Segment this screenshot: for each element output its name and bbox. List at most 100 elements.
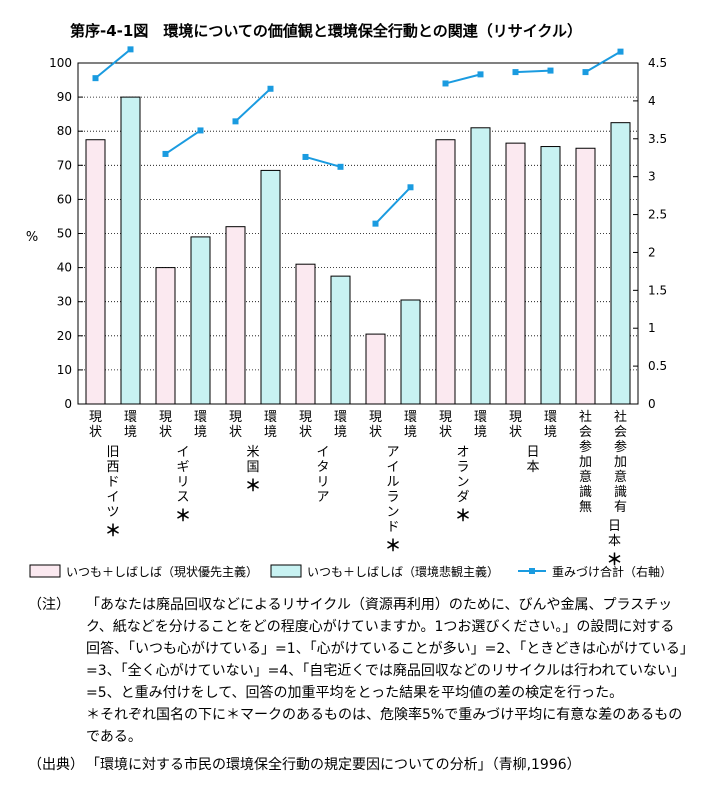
line-point: [372, 220, 379, 227]
line-point: [267, 85, 274, 92]
bar: [155, 267, 176, 405]
x-tick-label: 社会参加意識有: [614, 409, 627, 515]
bars: [85, 96, 631, 405]
x-tick-label: 現状: [509, 410, 522, 440]
bar: [505, 142, 526, 405]
x-tick-label: 環境: [334, 410, 347, 440]
bar: [365, 333, 386, 405]
y2-tick-label: 0: [648, 397, 656, 411]
x-tick-label: 環境: [264, 410, 277, 440]
y-tick-label: 80: [57, 124, 72, 138]
y-tick-label: 0: [64, 397, 72, 411]
bar: [330, 275, 351, 405]
legend: いつも＋しばしば（現状優先主義） いつも＋しばしば（環境悲観主義） 重みづけ合計（右…: [29, 564, 672, 579]
y-tick-label: 90: [57, 90, 72, 104]
series-line: [584, 50, 622, 73]
x-tick-label: 現状: [369, 410, 382, 440]
series-line: [164, 129, 202, 155]
y2-tick-label: 3.5: [648, 132, 667, 146]
y2-tick-label: 1: [648, 321, 656, 335]
bar: [540, 146, 561, 405]
x-tick-label: 現状: [299, 410, 312, 440]
group-label: 米国: [246, 445, 259, 475]
y2-tick-label: 3: [648, 170, 656, 184]
line-point: [407, 184, 414, 191]
chart: 0 10 20 30 40 50 60 70 80 90 100 0 0.5 1 1.5 2 2.5 3 3.5 4…: [26, 46, 672, 579]
x-tick-label: 環境: [404, 410, 417, 440]
line-point: [582, 69, 589, 76]
y-tick-label: 10: [57, 363, 72, 377]
source-text: 「環境に対する市民の環境保全行動の規定要因についての分析」（青柳,1996）: [86, 757, 581, 773]
line-point: [617, 48, 624, 55]
x-tick-label: 環境: [544, 410, 557, 440]
series-line: [305, 156, 341, 168]
legend-label: いつも＋しばしば（現状優先主義）: [66, 564, 258, 579]
line-series: [92, 46, 624, 227]
bar: [225, 226, 246, 405]
y2-tick-label: 4.5: [648, 56, 667, 70]
group-label: イタリア: [316, 445, 329, 505]
note-text: 「あなたは廃品回収などによるリサイクル（資源再利用）のために、びんや金属、プラス…: [86, 597, 687, 701]
y2-tick-label: 1.5: [648, 283, 667, 297]
x-axis-labels: 現状環境現状環境現状環境現状環境現状環境現状環境現状環境社会参加意識無社会参加意…: [89, 409, 627, 515]
bar: [260, 169, 281, 405]
group-label: 日本: [608, 519, 621, 549]
y-axis-right: 0 0.5 1 1.5 2 2.5 3 3.5 4 4.5: [633, 56, 667, 411]
significance-star: ＊: [175, 506, 191, 525]
y-tick-label: 40: [57, 261, 72, 275]
notes: （注） 「あなたは廃品回収などによるリサイクル（資源再利用）のために、びんや金属…: [28, 594, 688, 776]
line-point: [232, 118, 239, 125]
note-star: ＊それぞれ国名の下に＊マークのあるものは、危険率5%で重みづけ平均に有意な差のあ…: [86, 707, 683, 745]
bar: [435, 139, 456, 405]
legend-label: いつも＋しばしば（環境悲観主義）: [307, 564, 499, 579]
line-point: [442, 80, 449, 87]
x-tick-label: 現状: [159, 410, 172, 440]
y-tick-label: 50: [57, 227, 72, 241]
bar: [120, 96, 141, 405]
significance-star: ＊: [606, 550, 622, 569]
x-tick-label: 環境: [124, 410, 137, 440]
source-tag: （出典）: [28, 757, 84, 773]
line-point: [127, 46, 134, 53]
line-point: [162, 150, 169, 157]
significance-star: ＊: [385, 536, 401, 555]
y-tick-label: 100: [49, 56, 72, 70]
y-tick-label: 60: [57, 192, 72, 206]
x-tick-label: 現状: [229, 410, 242, 440]
line-point: [197, 127, 204, 134]
bar: [470, 127, 491, 405]
line-point: [302, 153, 309, 160]
bar: [85, 139, 106, 405]
line-point: [92, 75, 99, 82]
x-tick-label: 社会参加意識無: [579, 409, 592, 515]
y-tick-label: 20: [57, 329, 72, 343]
y-tick-label: 70: [57, 158, 72, 172]
y2-tick-label: 4: [648, 94, 656, 108]
y2-tick-label: 0.5: [648, 359, 667, 373]
series-line: [374, 186, 412, 225]
bar: [610, 122, 631, 405]
line-point: [477, 71, 484, 78]
note-tag: （注）: [28, 597, 70, 613]
legend-swatch: [29, 564, 61, 578]
y-axis-label: %: [26, 230, 38, 245]
series-line: [445, 73, 481, 85]
x-tick-label: 現状: [439, 410, 452, 440]
line-point: [547, 67, 554, 74]
bar: [575, 147, 596, 405]
y2-tick-label: 2.5: [648, 208, 667, 222]
legend-label: 重みづけ合計（右軸）: [552, 564, 672, 579]
line-point: [337, 163, 344, 170]
chart-title: 第序-4-1図 環境についての価値観と環境保全行動との関連（リサイクル）: [70, 22, 582, 40]
significance-star: ＊: [245, 476, 261, 495]
significance-star: ＊: [455, 506, 471, 525]
bar: [295, 263, 316, 405]
y2-tick-label: 2: [648, 245, 656, 259]
bar: [190, 236, 211, 405]
y-tick-label: 30: [57, 295, 72, 309]
group-label: 日本: [526, 445, 539, 475]
series-line: [515, 69, 551, 74]
x-tick-label: 環境: [474, 410, 487, 440]
group-label: 旧西ドイツ: [106, 445, 119, 520]
